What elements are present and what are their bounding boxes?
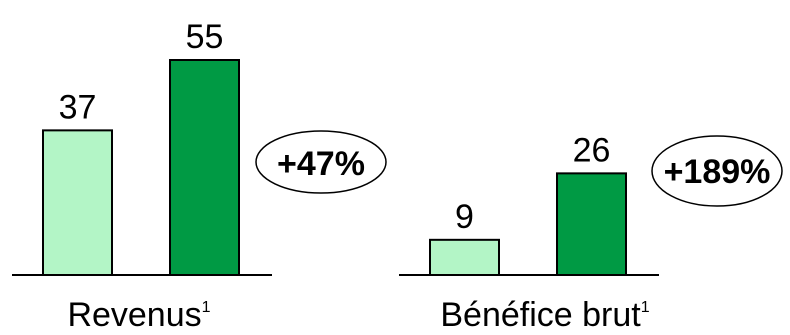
bar-revenus-2 <box>169 59 240 276</box>
change-badge-benefice-brut: +189% <box>651 135 783 207</box>
axis-label-benefice-brut-text: Bénéfice brut <box>440 296 641 334</box>
axis-label-revenus-text: Revenus <box>67 296 201 334</box>
bar-benefice-brut-1 <box>429 238 500 276</box>
change-badge-text-revenus: +47% <box>277 145 365 183</box>
data-label-benefice-brut-2: 26 <box>573 131 611 169</box>
data-label-revenus-2: 55 <box>186 18 224 56</box>
axis-label-benefice-brut: Bénéfice brut1 <box>440 296 649 334</box>
data-label-revenus-1: 37 <box>59 88 97 126</box>
bar-revenus-1 <box>42 129 113 276</box>
panel-benefice-brut: 9 26 +189% Bénéfice brut1 <box>399 131 783 334</box>
axis-label-benefice-brut-sup: 1 <box>641 299 650 316</box>
data-label-benefice-brut-1: 9 <box>455 198 474 236</box>
bar-benefice-brut-2 <box>556 172 627 276</box>
panel-revenus: 37 55 +47% Revenus1 <box>12 18 387 334</box>
change-badge-text-benefice-brut: +189% <box>664 153 771 191</box>
change-badge-revenus: +47% <box>255 130 387 194</box>
axis-label-revenus-sup: 1 <box>202 299 211 316</box>
axis-label-revenus: Revenus1 <box>67 296 210 334</box>
